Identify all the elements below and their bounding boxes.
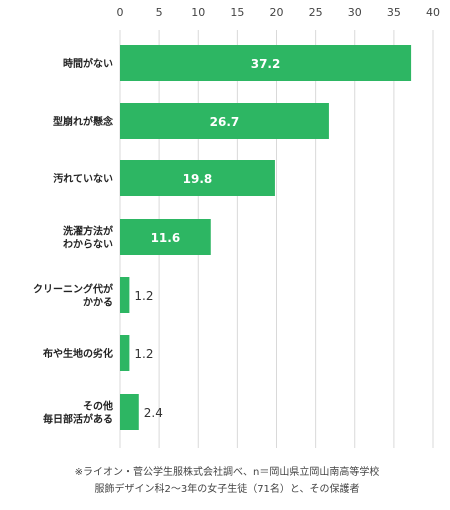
- category-label: 時間がない: [63, 57, 113, 70]
- value-label: 2.4: [144, 406, 163, 420]
- x-tick-label: 25: [309, 6, 323, 19]
- value-label: 1.2: [134, 289, 153, 303]
- category-label: 布や生地の劣化: [43, 347, 113, 360]
- bar: [120, 103, 329, 139]
- source-line-2: 服飾デザイン科2〜3年の女子生徒（71名）と、その保護者: [94, 482, 359, 495]
- bar: [120, 45, 412, 81]
- bar: [120, 335, 130, 371]
- bar: [120, 160, 275, 196]
- x-tick-label: 35: [387, 6, 401, 19]
- x-tick-label: 15: [230, 6, 244, 19]
- bar: [120, 277, 130, 313]
- category-label: 洗濯方法が: [63, 225, 114, 238]
- category-label: かかる: [83, 297, 113, 309]
- x-tick-label: 5: [156, 6, 163, 19]
- grid-lines: [119, 30, 434, 448]
- value-labels: 37.2 26.7 19.8 11.6 1.2 1.2 2.4: [134, 57, 280, 420]
- category-label: クリーニング代が: [33, 283, 114, 296]
- source-line-1: ※ライオン・菅公学生服株式会社調べ、n＝岡山県立岡山南高等学校: [75, 465, 380, 478]
- value-label: 11.6: [151, 231, 181, 245]
- value-label: 37.2: [251, 57, 281, 71]
- category-label: 汚れていない: [53, 172, 113, 185]
- x-tick-label: 40: [426, 6, 440, 19]
- x-tick-label: 30: [348, 6, 362, 19]
- category-label: その他: [83, 400, 113, 413]
- x-tick-label: 20: [270, 6, 284, 19]
- bars: [120, 45, 412, 430]
- value-label: 19.8: [183, 172, 213, 186]
- category-label: 毎日部活がある: [43, 413, 113, 426]
- x-tick-label: 10: [191, 6, 205, 19]
- category-label: わからない: [63, 239, 113, 251]
- source-note: ※ライオン・菅公学生服株式会社調べ、n＝岡山県立岡山南高等学校 服飾デザイン科2…: [75, 465, 380, 495]
- value-label: 26.7: [210, 115, 240, 129]
- x-tick-label: 0: [117, 6, 124, 19]
- category-labels: 時間がない型崩れが懸念汚れていない洗濯方法がわからないクリーニング代がかかる布や…: [33, 57, 114, 426]
- bar: [120, 219, 211, 255]
- x-axis-ticks: 0 5 10 15 20 25 30 35 40: [117, 6, 441, 19]
- category-label: 型崩れが懸念: [53, 115, 113, 128]
- value-label: 1.2: [134, 347, 153, 361]
- bar: [120, 394, 139, 430]
